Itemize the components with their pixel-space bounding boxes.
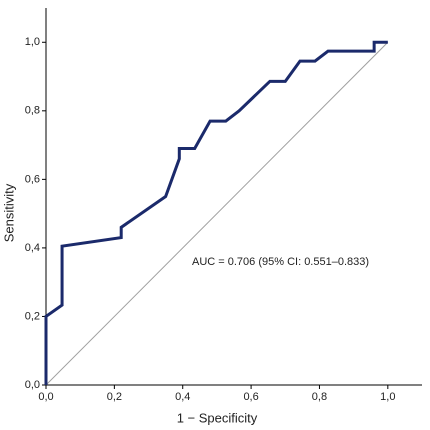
y-tick-label: 0,4 bbox=[25, 242, 40, 254]
x-axis-title: 1 − Specificity bbox=[177, 410, 258, 425]
reference-line bbox=[45, 41, 389, 386]
x-tick-label: 0,4 bbox=[175, 391, 190, 403]
y-tick-label: 0,6 bbox=[25, 173, 40, 185]
x-tick-label: 0,6 bbox=[243, 391, 258, 403]
roc-curve bbox=[44, 40, 388, 385]
x-tick-label: 0,8 bbox=[312, 391, 327, 403]
x-tick-label: 0,0 bbox=[38, 391, 53, 403]
y-tick-label: 0,0 bbox=[25, 379, 40, 391]
x-tick-label: 1,0 bbox=[380, 391, 395, 403]
y-tick-label: 0,2 bbox=[25, 310, 40, 322]
annotation: AUC = 0.706 (95% CI: 0.551–0.833) bbox=[192, 256, 369, 268]
x-tick-label: 0,2 bbox=[107, 391, 122, 403]
y-tick-label: 0,8 bbox=[25, 105, 40, 117]
y-tick-label: 1,0 bbox=[25, 36, 40, 48]
y-axis-title: Sensitivity bbox=[1, 183, 16, 242]
